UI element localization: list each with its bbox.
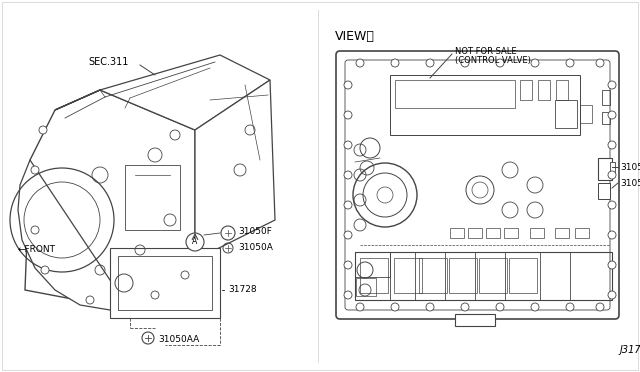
Circle shape bbox=[426, 59, 434, 67]
Bar bbox=[118, 256, 212, 310]
Circle shape bbox=[356, 59, 364, 67]
Bar bbox=[575, 228, 589, 238]
Bar bbox=[395, 80, 515, 108]
Circle shape bbox=[344, 81, 352, 89]
Bar bbox=[598, 183, 610, 199]
Circle shape bbox=[531, 303, 539, 311]
Text: 31050A: 31050A bbox=[238, 243, 273, 251]
Circle shape bbox=[344, 111, 352, 119]
Circle shape bbox=[608, 141, 616, 149]
Polygon shape bbox=[195, 80, 275, 260]
Bar bbox=[125, 165, 180, 230]
Bar bbox=[486, 228, 500, 238]
Bar bbox=[394, 258, 422, 293]
Circle shape bbox=[608, 81, 616, 89]
Circle shape bbox=[151, 291, 159, 299]
Circle shape bbox=[41, 266, 49, 274]
Circle shape bbox=[186, 233, 204, 251]
Text: J31701XR: J31701XR bbox=[620, 345, 640, 355]
Circle shape bbox=[461, 59, 469, 67]
Circle shape bbox=[566, 303, 574, 311]
Bar bbox=[449, 258, 477, 293]
Polygon shape bbox=[25, 90, 195, 310]
Bar bbox=[468, 228, 482, 238]
Circle shape bbox=[608, 261, 616, 269]
Bar bbox=[555, 228, 569, 238]
Circle shape bbox=[391, 303, 399, 311]
Bar bbox=[580, 105, 592, 123]
Circle shape bbox=[391, 59, 399, 67]
Text: A: A bbox=[193, 237, 198, 247]
Circle shape bbox=[344, 201, 352, 209]
Circle shape bbox=[531, 59, 539, 67]
Polygon shape bbox=[18, 160, 130, 310]
FancyBboxPatch shape bbox=[336, 51, 619, 319]
Bar bbox=[602, 90, 610, 105]
Text: 31050F: 31050F bbox=[238, 227, 272, 235]
Circle shape bbox=[608, 291, 616, 299]
Text: NOT FOR SALE: NOT FOR SALE bbox=[455, 48, 516, 57]
Bar bbox=[555, 100, 577, 128]
Circle shape bbox=[566, 59, 574, 67]
Bar bbox=[598, 158, 612, 180]
Bar bbox=[110, 248, 220, 318]
Text: 31050A: 31050A bbox=[620, 179, 640, 187]
Bar bbox=[504, 228, 518, 238]
Circle shape bbox=[356, 303, 364, 311]
Circle shape bbox=[344, 291, 352, 299]
Circle shape bbox=[608, 111, 616, 119]
Bar bbox=[355, 252, 612, 300]
Circle shape bbox=[496, 59, 504, 67]
Bar bbox=[355, 252, 390, 277]
Bar bbox=[479, 258, 507, 293]
Text: (CONTROL VALVE): (CONTROL VALVE) bbox=[455, 55, 531, 64]
Text: 31050AA: 31050AA bbox=[158, 336, 199, 344]
Circle shape bbox=[31, 226, 39, 234]
Circle shape bbox=[596, 303, 604, 311]
Bar bbox=[556, 80, 568, 100]
Text: ←FRONT: ←FRONT bbox=[18, 246, 56, 254]
Circle shape bbox=[181, 271, 189, 279]
Bar bbox=[356, 278, 376, 296]
Bar bbox=[419, 258, 447, 293]
Circle shape bbox=[344, 261, 352, 269]
Circle shape bbox=[608, 231, 616, 239]
Circle shape bbox=[344, 141, 352, 149]
Bar bbox=[610, 162, 615, 172]
Circle shape bbox=[461, 303, 469, 311]
Bar bbox=[360, 258, 388, 293]
Bar bbox=[450, 228, 464, 238]
Circle shape bbox=[39, 126, 47, 134]
Circle shape bbox=[608, 201, 616, 209]
Text: 31050F: 31050F bbox=[620, 163, 640, 171]
Bar bbox=[520, 80, 532, 100]
Bar bbox=[530, 228, 544, 238]
Bar bbox=[509, 258, 537, 293]
Bar bbox=[455, 314, 495, 326]
Bar bbox=[390, 75, 580, 135]
Polygon shape bbox=[55, 55, 270, 130]
Circle shape bbox=[86, 296, 94, 304]
Circle shape bbox=[596, 59, 604, 67]
Circle shape bbox=[496, 303, 504, 311]
Circle shape bbox=[31, 166, 39, 174]
Bar bbox=[538, 80, 550, 100]
Text: 31728: 31728 bbox=[228, 285, 257, 295]
Bar bbox=[602, 112, 610, 124]
Circle shape bbox=[608, 171, 616, 179]
Circle shape bbox=[344, 231, 352, 239]
Circle shape bbox=[344, 171, 352, 179]
Circle shape bbox=[426, 303, 434, 311]
Text: VIEWⒶ: VIEWⒶ bbox=[335, 30, 375, 43]
Text: SEC.311: SEC.311 bbox=[88, 57, 129, 67]
